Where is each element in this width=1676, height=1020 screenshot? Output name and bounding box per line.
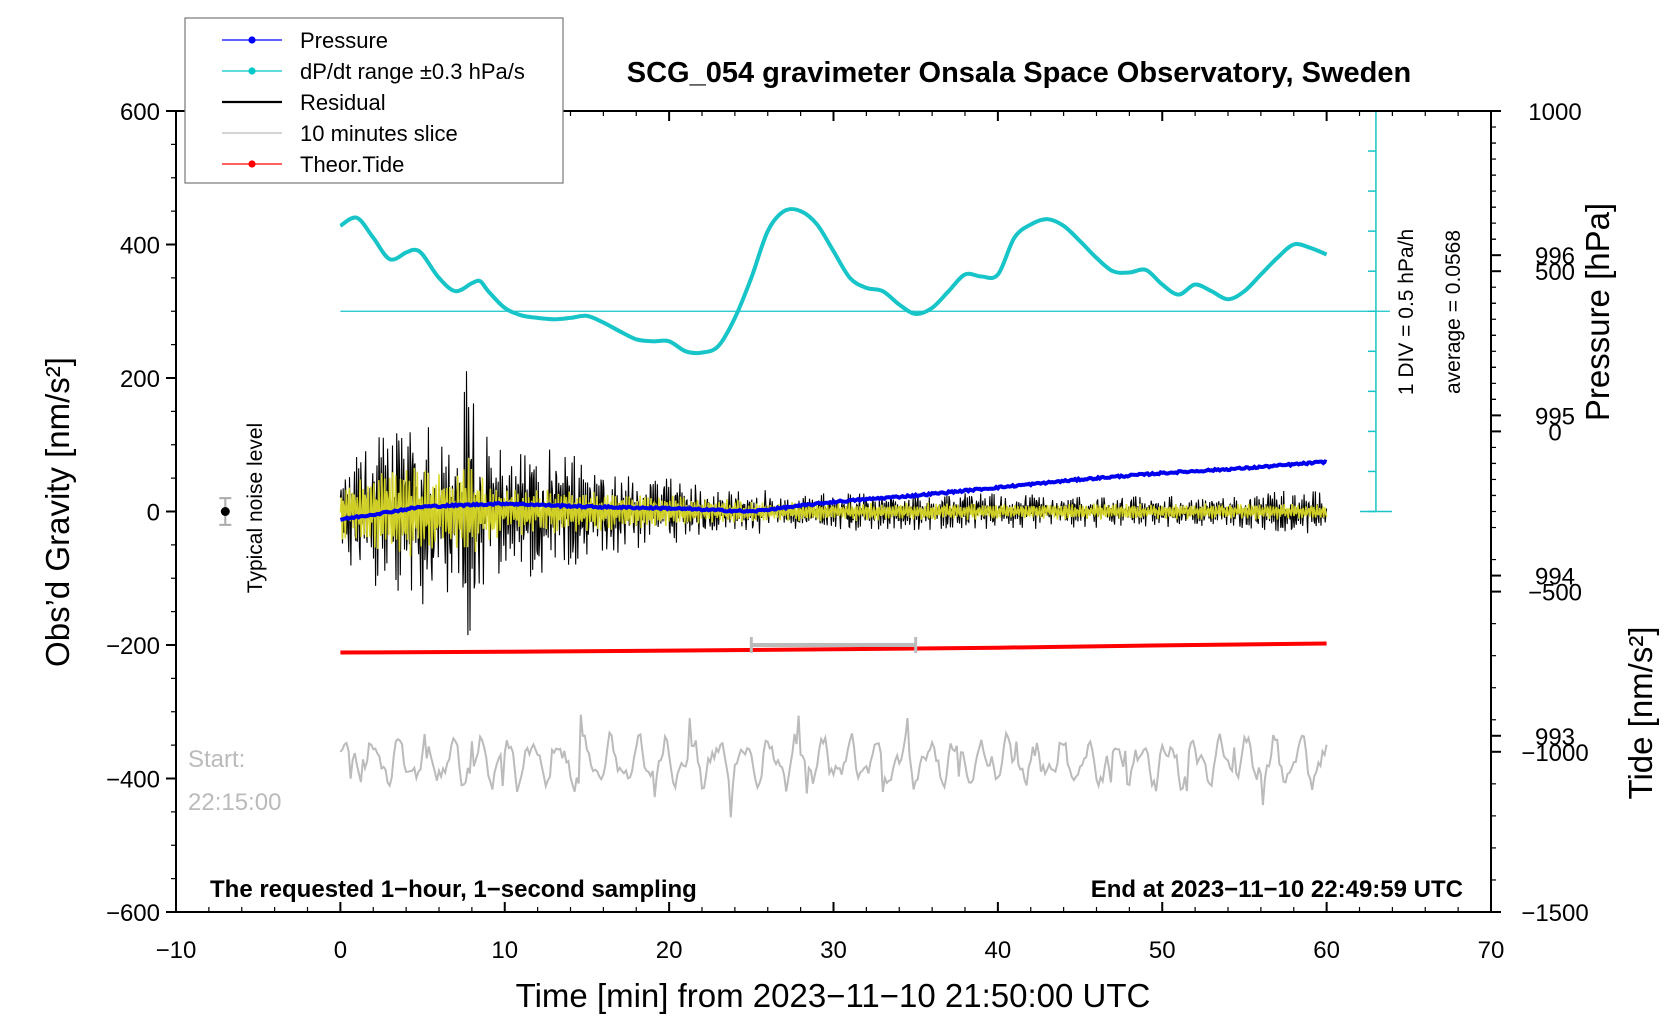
y-tick-label: −600 — [106, 900, 160, 927]
start-time-label: 22:15:00 — [188, 789, 281, 816]
x-tick-label: 60 — [1313, 937, 1340, 964]
x-axis-label: Time [min] from 2023−11−10 21:50:00 UTC — [516, 977, 1151, 1014]
tide-tick-label: 500 — [1535, 259, 1575, 286]
x-tick-label: −10 — [156, 937, 197, 964]
y-axis-label-pressure: Pressure [hPa] — [1579, 203, 1616, 421]
legend-label: dP/dt range ±0.3 hPa/s — [300, 59, 525, 84]
x-tick-label: 20 — [656, 937, 683, 964]
legend-label: 10 minutes slice — [300, 121, 458, 146]
y-axis-label-tide: Tide [nm/s²] — [1622, 627, 1659, 800]
noise-point — [220, 507, 230, 516]
chart-title: SCG_054 gravimeter Onsala Space Observat… — [627, 57, 1411, 89]
x-tick-label: 40 — [985, 937, 1012, 964]
pressure-line — [339, 459, 1328, 522]
legend: Pressure dP/dt range ±0.3 hPa/s Residual 10… — [184, 17, 564, 184]
axes-layer: −10 0 10 20 30 40 50 60 70 600 400 200 0 −200 −400 −600… — [106, 99, 1589, 964]
tide-series-layer — [340, 641, 1327, 655]
dpdt-scale-label: 1 DIV = 0.5 hPa/h — [1395, 229, 1418, 395]
y-tick-label: 600 — [120, 99, 160, 126]
y-tick-label: −200 — [106, 633, 160, 660]
y-tick-label: −400 — [106, 767, 160, 794]
legend-label: Theor.Tide — [300, 152, 404, 177]
x-tick-label: 70 — [1478, 937, 1505, 964]
legend-marker — [248, 160, 256, 168]
annotation-layer — [219, 497, 918, 653]
x-tick-label: 50 — [1149, 937, 1176, 964]
tide-tick-label: −1500 — [1521, 900, 1588, 927]
slice-series-layer — [339, 714, 1328, 818]
slice-line — [339, 714, 1328, 818]
tide-line — [340, 641, 1327, 655]
tide-tick-label: 1000 — [1528, 99, 1581, 126]
dpdt-series-layer — [339, 110, 1392, 513]
pressure-series-layer — [339, 459, 1328, 522]
x-tick-label: 30 — [820, 937, 847, 964]
smoothed-series-layer — [339, 457, 1328, 557]
x-tick-label: 10 — [491, 937, 518, 964]
tide-tick-label: 0 — [1548, 419, 1561, 446]
tide-tick-label: −500 — [1528, 580, 1582, 607]
tide-tick-label: −1000 — [1521, 740, 1588, 767]
noise-level-label: Typical noise level — [244, 423, 267, 593]
y-tick-label: 200 — [120, 366, 160, 393]
pressure-tick-label: 996 — [1535, 243, 1575, 270]
dpdt-line — [339, 207, 1328, 356]
y-tick-label: 0 — [147, 500, 160, 527]
smoothed-line — [339, 457, 1328, 557]
legend-label: Residual — [300, 90, 386, 115]
pressure-tick-label: 993 — [1535, 724, 1575, 751]
pressure-tick-label: 995 — [1535, 403, 1575, 430]
y-tick-label: 400 — [120, 233, 160, 260]
pressure-tick-label: 994 — [1535, 564, 1575, 591]
footnote-left: The requested 1−hour, 1−second sampling — [210, 876, 697, 903]
footnote-right: End at 2023−11−10 22:49:59 UTC — [1091, 876, 1463, 903]
legend-marker — [248, 67, 256, 75]
x-tick-label: 0 — [334, 937, 347, 964]
legend-label: Pressure — [300, 28, 388, 53]
y-axis-label-left: Obs’d Gravity [nm/s²] — [39, 357, 76, 667]
start-label: Start: — [188, 746, 245, 773]
legend-marker — [248, 36, 256, 44]
legend-entries: Pressure dP/dt range ±0.3 hPa/s Residual 10… — [222, 28, 525, 177]
dpdt-average-label: average = 0.0568 — [1442, 230, 1465, 394]
legend-box — [184, 17, 564, 184]
